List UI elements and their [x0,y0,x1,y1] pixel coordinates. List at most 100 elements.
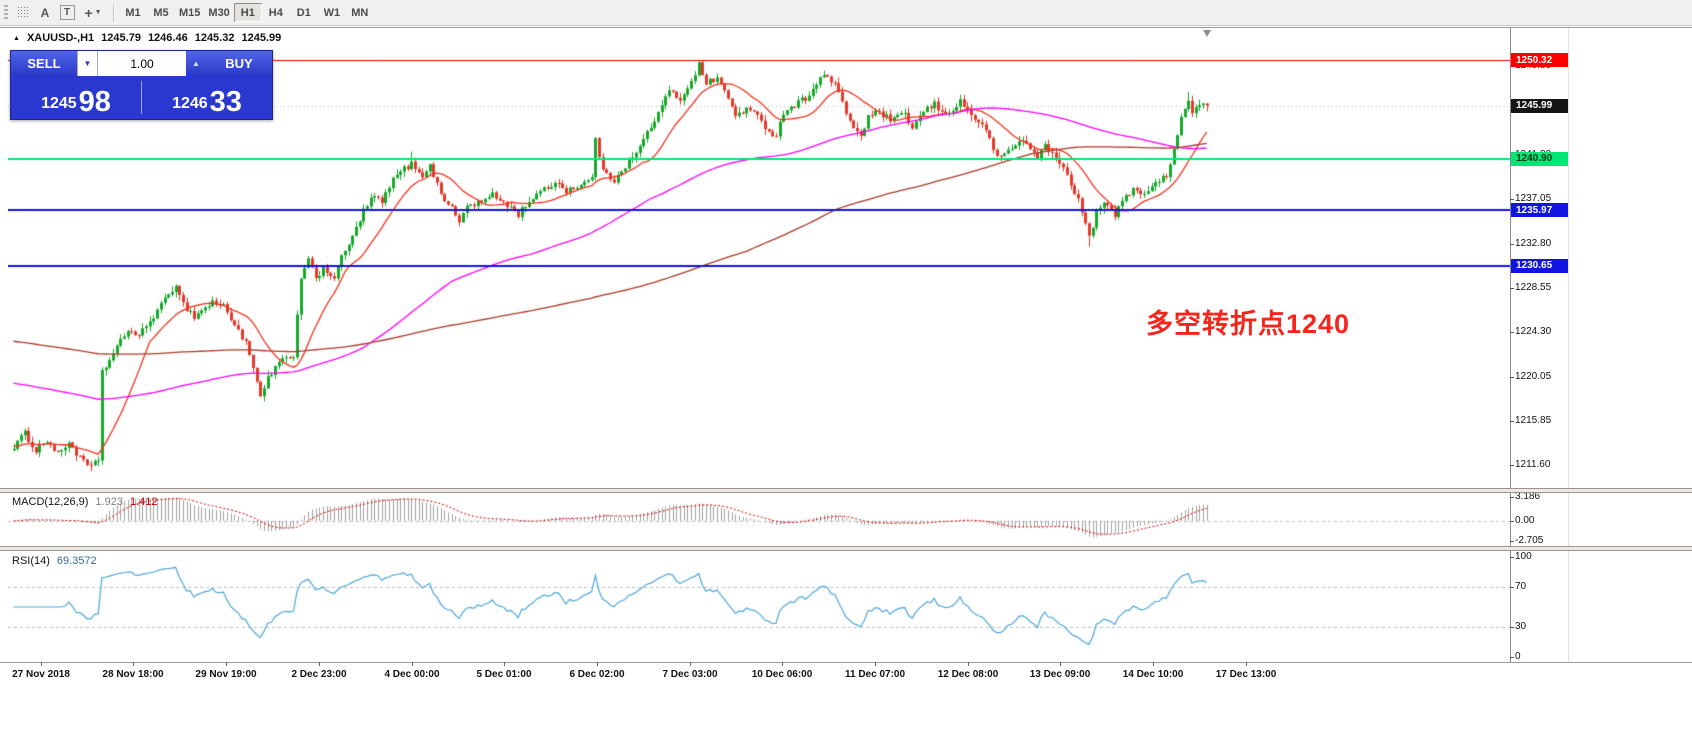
timeframe-button-mn[interactable]: MN [351,6,369,19]
time-axis-tick [1246,662,1247,666]
scale-tick-mark [1510,421,1514,422]
rsi-title: RSI(14) [12,555,50,567]
time-axis-tick [1060,662,1061,666]
chart-top-border [0,27,1692,28]
scale-tick-mark [1510,199,1514,200]
dot-grid-glyph [16,6,30,19]
scale-tick-mark [1510,332,1514,333]
price-scale-tick: 1220.05 [1515,370,1552,382]
price-scale-separator [1510,28,1511,662]
ohlc-close: 1245.99 [241,32,282,44]
time-axis-tick [412,662,413,666]
macd-label: MACD(12,26,9) 1.923 1.412 [12,496,157,508]
sell-price: 1245 98 [11,76,141,119]
scale-tick-mark [1510,557,1514,558]
scale-tick-mark [1510,244,1514,245]
time-axis-tick [875,662,876,666]
panel-splitter[interactable] [0,488,1692,493]
volume-dropdown[interactable]: ▼ [77,51,98,76]
sell-price-main: 1245 [41,95,77,112]
time-axis-label: 17 Dec 13:00 [1215,669,1277,680]
buy-price: 1246 33 [142,76,272,119]
time-axis-label: 7 Dec 03:00 [662,669,718,680]
scale-tick-mark [1510,657,1514,658]
volume-up-button[interactable]: ▲ [186,51,206,76]
chart-shift-marker-icon[interactable] [1203,30,1211,37]
time-axis-label: 11 Dec 07:00 [844,669,906,680]
ohlc-high: 1246.46 [147,32,188,44]
price-scale-tick: 1215.85 [1515,414,1552,426]
sell-button[interactable]: SELL [11,51,77,76]
time-axis-label: 13 Dec 09:00 [1029,669,1091,680]
macd-title: MACD(12,26,9) [12,496,89,508]
letter-a-glyph: A [40,5,50,20]
price-scale-tick: 1228.55 [1515,281,1552,293]
rsi-scale-tick: 100 [1515,551,1532,562]
crosshair-glyph: + [84,4,93,21]
time-axis-tick [1153,662,1154,666]
time-axis-tick [690,662,691,666]
time-axis-label: 12 Dec 08:00 [937,669,999,680]
time-axis-tick [319,662,320,666]
ohlc-low: 1245.32 [194,32,235,44]
sell-price-pips: 98 [78,86,111,119]
time-axis-tick [782,662,783,666]
time-axis-label: 27 Nov 2018 [12,669,70,680]
rsi-scale-tick: 0 [1515,651,1521,662]
scale-tick-mark [1510,377,1514,378]
buy-price-pips: 33 [209,86,242,119]
time-axis-label: 10 Dec 06:00 [751,669,813,680]
macd-main-value: 1.923 [95,496,123,508]
chart-annotation: 多空转折点1240 [1146,309,1351,339]
scale-tick-mark [1510,587,1514,588]
timeframe-button-d1[interactable]: D1 [296,6,311,19]
time-axis-label: 28 Nov 18:00 [102,669,164,680]
macd-canvas[interactable] [8,493,1510,546]
chevron-down-icon: ▼ [83,58,92,68]
time-axis-label: 14 Dec 10:00 [1122,669,1184,680]
hline-price-badge: 1235.97 [1511,203,1568,218]
toolbar-grip[interactable] [4,4,8,21]
rsi-scale-tick: 30 [1515,621,1527,632]
crosshair-tool-icon[interactable]: + ▼ [78,3,108,23]
time-axis-label: 6 Dec 02:00 [569,669,625,680]
buy-button[interactable]: BUY [206,51,272,76]
timeframe-button-h4[interactable]: H4 [268,6,283,19]
rsi-canvas[interactable] [8,551,1510,662]
time-axis-tick [41,662,42,666]
rsi-value: 69.3572 [56,555,97,567]
price-scale-tick: 1232.80 [1515,237,1552,249]
one-click-trading-panel: SELL ▼ ▲ BUY 1245 98 1246 33 [10,50,273,120]
dot-grid-icon[interactable] [12,3,34,23]
macd-scale-tick: -2.705 [1515,534,1544,546]
time-axis-tick [133,662,134,666]
time-axis-label: 29 Nov 19:00 [195,669,257,680]
chevron-down-icon: ▼ [94,9,102,16]
text-label-a-icon[interactable]: A [34,3,56,23]
timeframe-button-m5[interactable]: M5 [153,6,169,19]
chart-ohlc-header: ▲ XAUUSD-,H1 1245.79 1246.46 1245.32 124… [13,32,281,44]
timeframe-button-h1[interactable]: H1 [233,3,262,22]
time-axis-label: 4 Dec 00:00 [384,669,440,680]
buy-price-main: 1246 [172,95,208,112]
timeframe-button-w1[interactable]: W1 [323,6,341,19]
chevron-up-icon: ▲ [192,59,200,68]
letter-t-glyph: T [59,5,75,20]
ohlc-open: 1245.79 [101,32,141,44]
rsi-label: RSI(14) 69.3572 [12,555,97,567]
volume-input[interactable] [98,51,186,76]
time-axis-label: 2 Dec 23:00 [291,669,347,680]
timeframe-button-m15[interactable]: M15 [179,6,201,19]
price-scale-tick: 1237.05 [1515,193,1552,205]
current-price-badge: 1245.99 [1511,98,1568,113]
rsi-scale-tick: 70 [1515,581,1527,592]
panel-splitter[interactable] [0,546,1692,551]
macd-scale-tick: 3.186 [1515,491,1541,502]
macd-scale-tick: 0.00 [1515,514,1535,526]
timeframe-button-m1[interactable]: M1 [125,6,141,19]
text-tool-icon[interactable]: T [56,3,78,23]
trade-panel-divider [141,81,142,114]
timeframe-button-m30[interactable]: M30 [208,6,230,19]
time-axis-tick [504,662,505,666]
time-axis-tick [597,662,598,666]
